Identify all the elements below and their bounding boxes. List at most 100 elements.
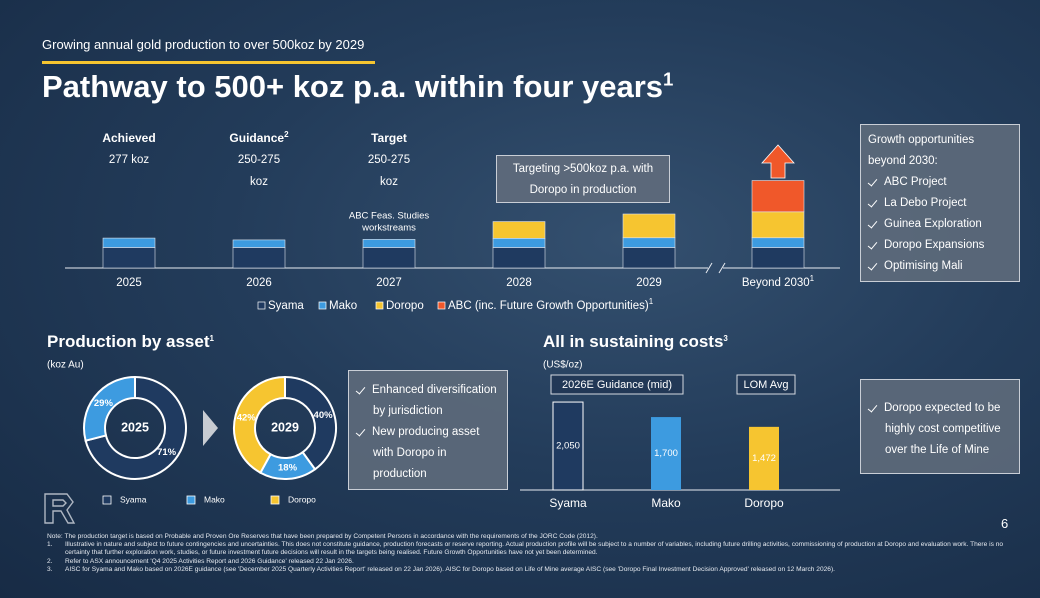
box-item: La Debo Project (867, 193, 1019, 214)
bar (749, 426, 779, 490)
growth-box: Growth opportunities beyond 2030: ABC Pr… (860, 124, 1020, 282)
donut-center: 2025 (121, 420, 149, 434)
note-item: 3. AISC for Syama and Mako based on 2026E… (47, 566, 1007, 574)
column-line: 277 koz (109, 154, 150, 166)
box-item: ABC Project (867, 172, 1019, 193)
accent-rule (42, 61, 375, 64)
column-heading-sup: 2 (284, 130, 289, 139)
check (867, 239, 878, 250)
box-item-text: over the Life of Mine (885, 444, 990, 456)
box-item-line: by jurisdiction (356, 401, 507, 422)
slice-label: 18% (278, 462, 298, 473)
callout-line: Doropo in production (529, 184, 637, 196)
legend-swatch (437, 301, 446, 310)
x-tick-label-main: 2026 (246, 277, 272, 289)
box-item: Optimising Mali (867, 256, 1019, 277)
check (867, 197, 878, 208)
column-heading: Achieved (102, 131, 155, 145)
slice-label: 40% (314, 410, 334, 421)
notes: Note: The production target is based on … (47, 533, 1007, 574)
bar-segment (751, 211, 805, 239)
bar-segment (492, 247, 546, 269)
axis-break (718, 262, 726, 274)
check (867, 218, 878, 229)
note-number: 3. (47, 565, 53, 573)
x-tick-label: 2025 (116, 277, 142, 289)
box-item-text: Enhanced diversification (372, 384, 497, 396)
note-text: AISC for Syama and Mako based on 2026E g… (65, 565, 835, 573)
x-tick-label-sup: 1 (810, 274, 815, 283)
x-tick-label-main: 2029 (636, 277, 662, 289)
legend-swatch (375, 301, 384, 310)
bar-segment (492, 221, 546, 239)
check (355, 426, 366, 437)
bar-segment (232, 247, 286, 269)
note-number: 1. (47, 541, 53, 549)
legend-swatch (318, 301, 327, 310)
box-item-text: Optimising Mali (884, 260, 963, 272)
group-label-box (550, 374, 684, 395)
box-list: ABC Project La Debo Project Guinea Explora… (867, 172, 1019, 277)
bar-segment (622, 213, 676, 239)
column-heading-main: Achieved (102, 131, 155, 145)
box-item-text: with Doropo in (373, 447, 447, 459)
callout: Targeting >500koz p.a. with Doropo in pr… (496, 155, 670, 203)
value-label: 1,700 (654, 448, 678, 459)
box-item-line: New producing asset (355, 422, 507, 443)
box-item-line: Enhanced diversification (355, 380, 507, 401)
bar-segment (362, 247, 416, 269)
section-unit: (koz Au) (47, 360, 84, 371)
legend-swatch (186, 495, 196, 505)
bar-segment (751, 180, 805, 213)
box-heading: Growth opportunities (868, 134, 975, 146)
donut-center: 2029 (271, 420, 299, 434)
box-item-text: La Debo Project (884, 197, 967, 209)
column-line: koz (380, 176, 398, 188)
note-text: Refer to ASX announcement 'Q4 2025 Activ… (65, 557, 354, 565)
box-item-text: Doropo Expansions (884, 239, 985, 251)
bar-segment (622, 237, 676, 248)
box-item-line: over the Life of Mine (868, 440, 1019, 461)
legend-swatch (270, 495, 280, 505)
x-tick-label: Mako (651, 496, 681, 510)
note-number: 2. (47, 557, 53, 565)
column-note: ABC Feas. Studies (349, 211, 430, 222)
section-title-main: All in sustaining costs (543, 332, 723, 351)
column-line: 250-275 (238, 154, 280, 166)
donut-slice (284, 375, 337, 471)
box-item: Guinea Exploration (867, 214, 1019, 235)
x-tick-label-main: Beyond 2030 (742, 277, 810, 289)
note-intro: Note: The production target is based on … (47, 533, 598, 540)
box-item-text: ABC Project (884, 176, 947, 188)
x-tick-label: Doropo (744, 496, 784, 510)
bar (651, 417, 681, 490)
donut-slice (84, 375, 187, 480)
box-heading: beyond 2030: (868, 155, 938, 167)
note-item: 1. Illustrative in nature and subject to … (47, 541, 1007, 557)
x-tick-label: 2028 (506, 277, 532, 289)
bar-segment (492, 238, 546, 248)
x-tick-label: 2029 (636, 277, 662, 289)
column-line: koz (250, 176, 268, 188)
legend-label: Doropo (386, 300, 424, 312)
group-label-box (736, 374, 796, 395)
bar-segment (232, 239, 286, 248)
x-tick-label-main: 2028 (506, 277, 532, 289)
section-title: All in sustaining costs3 (543, 332, 728, 351)
group-label: LOM Avg (743, 379, 788, 391)
legend-label: Mako (204, 494, 225, 504)
note-items: 1. Illustrative in nature and subject to … (47, 541, 1007, 574)
box-item-text: highly cost competitive (885, 423, 1001, 435)
legend-label: Syama (120, 494, 147, 504)
legend-label-main: Mako (329, 300, 357, 312)
subtitle: Growing annual gold production to over 5… (42, 37, 365, 52)
logo (44, 493, 76, 524)
box-item-line: Doropo expected to be (867, 398, 1019, 419)
box-item-text: production (373, 468, 427, 480)
x-tick-label: 2027 (376, 277, 402, 289)
box-item: Doropo Expansions (867, 235, 1019, 256)
box-item-line: production (356, 464, 507, 485)
legend-swatch (257, 301, 266, 310)
page-number: 6 (1001, 516, 1009, 531)
